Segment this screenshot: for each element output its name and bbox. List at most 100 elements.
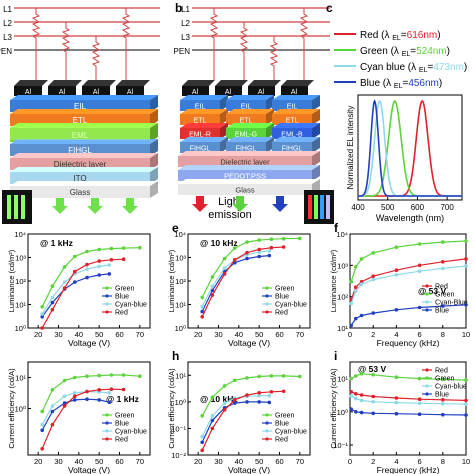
a-layer-label: Dielectric layer [54, 160, 107, 169]
data-point [349, 394, 354, 398]
data-point [267, 400, 272, 405]
data-point [109, 258, 114, 262]
data-point [464, 303, 468, 307]
data-point [257, 374, 262, 379]
b-electrode-top [248, 80, 281, 86]
data-point [267, 249, 272, 253]
legend-entry: Cyan-Blue [435, 300, 468, 307]
a-layer-label: Glass [70, 188, 90, 197]
data-point [349, 279, 354, 284]
a-electrode [116, 86, 144, 96]
y-tick-label: 10² [15, 277, 26, 286]
y-tick-label: 10⁴ [174, 230, 186, 239]
data-point [73, 398, 77, 402]
a-emission-arrow [52, 198, 68, 214]
data-point [354, 396, 358, 401]
data-point [257, 247, 262, 252]
legend-entry: Cyan-blue [275, 302, 307, 309]
device-b-schematic: b L1 L2 L3 PEN Al Al Al Al EIL EIL EIL ETL ETL ETL EM… [174, 1, 334, 224]
x-tick-label: 0 [348, 457, 352, 466]
legend-entry: Blue [275, 294, 289, 301]
x-tick-label: 30 [54, 330, 62, 339]
data-point [359, 313, 364, 318]
legend-marker [265, 286, 269, 290]
a-eml-glow [10, 126, 150, 140]
data-point [417, 269, 422, 274]
b-connector [299, 8, 309, 80]
c-legend-entry: Cyan blue (λ EL=473nm) [360, 62, 467, 74]
b-layer-top [178, 165, 320, 170]
data-point [107, 263, 112, 267]
b-emission-arrow [272, 196, 288, 212]
data-point [73, 394, 77, 399]
data-point [62, 394, 67, 399]
data-point [62, 265, 67, 269]
a-layer-label: ITO [73, 174, 86, 183]
data-point [200, 295, 204, 300]
data-point [62, 286, 67, 290]
data-point [371, 394, 376, 399]
data-point [298, 236, 302, 241]
data-point [441, 240, 445, 244]
data-point [107, 391, 112, 395]
data-point [281, 245, 286, 249]
b-layer-label: EIL [195, 104, 206, 111]
b-layer [272, 128, 312, 139]
b-layer-top [226, 95, 274, 100]
b-layer [226, 114, 266, 125]
legend-entry: Red [115, 437, 128, 444]
data-point [138, 245, 142, 250]
b-connector [239, 22, 249, 80]
data-point [441, 377, 445, 382]
data-point [349, 376, 354, 381]
x-tick-label: 60 [115, 457, 123, 466]
legend-marker [265, 421, 269, 425]
device-a-schematic: L1 L2 L3 PEN Al Al Al Al EIL ETL EML FIHGL Dielectr… [0, 5, 252, 224]
y-axis-label: Current efficiency (cd/A) [167, 368, 176, 449]
panel-label-b: b [175, 1, 182, 15]
data-point [73, 375, 77, 380]
b-layer [272, 100, 312, 111]
c-y-axis-label: Normalized EL intensity [346, 106, 355, 190]
data-point [464, 398, 468, 403]
x-tick-label: 10 [462, 457, 470, 466]
data-point [50, 409, 55, 414]
a-layer-top [10, 123, 158, 128]
data-point [267, 253, 272, 258]
data-point [200, 414, 204, 418]
y-tick-label: 10¹ [15, 301, 26, 310]
a-line-label: L1 [3, 5, 12, 14]
data-point [62, 404, 67, 408]
data-point [257, 250, 262, 254]
b-layer-label: EIL [241, 104, 252, 111]
b-layer-top [272, 137, 320, 142]
x-tick-label: 2 [371, 457, 375, 466]
legend-marker [425, 300, 429, 304]
data-point [464, 239, 468, 243]
x-axis-label: Voltage (V) [68, 338, 110, 348]
b-electrode-label: Al [192, 89, 199, 96]
b-layer-top [226, 137, 274, 142]
c-x-axis-label: Wavelength (nm) [376, 213, 444, 223]
y-tick-label: 10¹ [15, 374, 26, 383]
data-point [354, 374, 358, 378]
b-electrode [248, 86, 275, 96]
x-tick-label: 50 [95, 330, 103, 339]
legend-entry: Green [115, 413, 135, 420]
data-point [464, 413, 468, 417]
data-point [441, 304, 445, 308]
panel-label-c: c [326, 1, 333, 15]
b-layer-side [312, 123, 320, 139]
b-connector [209, 8, 219, 80]
b-layer-top [272, 95, 320, 100]
y-tick-label: 10⁰ [175, 398, 186, 407]
data-point [85, 262, 89, 267]
data-point [40, 312, 44, 316]
data-point [62, 401, 67, 405]
series-line-red [41, 258, 124, 329]
b-layer [272, 142, 312, 153]
a-electrode-label: Al [93, 89, 100, 96]
a-electrode-label: Al [59, 89, 66, 96]
x-tick-label: 70 [296, 330, 304, 339]
data-point [200, 309, 204, 314]
